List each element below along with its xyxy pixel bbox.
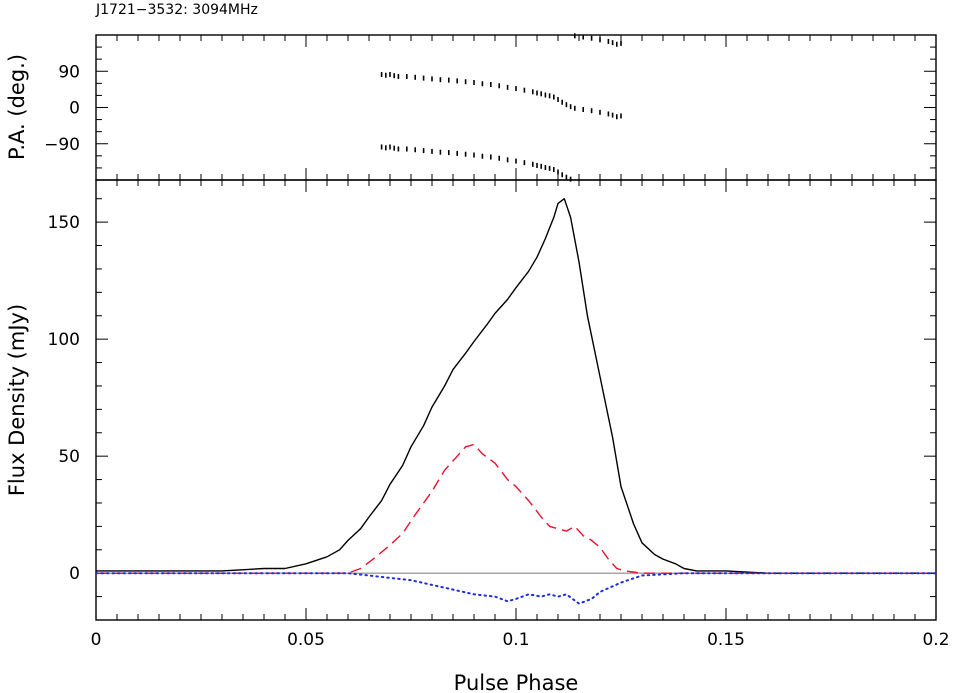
y-tick-label: 100 — [48, 330, 80, 350]
y-tick-label: −90 — [44, 135, 80, 155]
pa-y-axis-label: P.A. (deg.) — [5, 54, 29, 160]
pa-tick-marks: 90 0 −90 — [44, 34, 937, 181]
flux-panel-frame — [95, 179, 937, 621]
x-tick-label: 0.05 — [287, 630, 325, 650]
x-tick-label: 0.2 — [922, 630, 949, 650]
y-tick-label: 50 — [58, 447, 80, 467]
x-axis-label: Pulse Phase — [454, 671, 579, 693]
flux-tick-marks: 0 0.05 0.1 0.15 0.2 150 100 50 0 — [48, 180, 950, 650]
flux-y-axis-label: Flux Density (mJy) — [5, 304, 29, 496]
y-tick-label: 0 — [69, 99, 80, 119]
x-tick-label: 0.1 — [502, 630, 529, 650]
pa-panel-frame — [95, 34, 937, 181]
pa-data-points — [380, 33, 622, 182]
y-tick-label: 90 — [58, 62, 80, 82]
total-intensity-line — [96, 198, 936, 574]
circular-polarization-line — [95, 572, 937, 605]
chart-title: J1721−3532: 3094MHz — [95, 2, 258, 18]
axis-labels: Pulse Phase P.A. (deg.) Flux Density (mJ… — [5, 54, 578, 693]
x-tick-label: 0.15 — [707, 630, 745, 650]
pa-panel: 90 0 −90 — [44, 33, 937, 182]
y-tick-label: 0 — [69, 564, 80, 584]
flux-panel: 0 0.05 0.1 0.15 0.2 150 100 50 0 — [48, 179, 950, 650]
flux-series-lines — [95, 198, 937, 605]
x-tick-label: 0 — [91, 630, 102, 650]
y-tick-label: 150 — [48, 213, 80, 233]
linear-polarization-line — [96, 443, 936, 574]
